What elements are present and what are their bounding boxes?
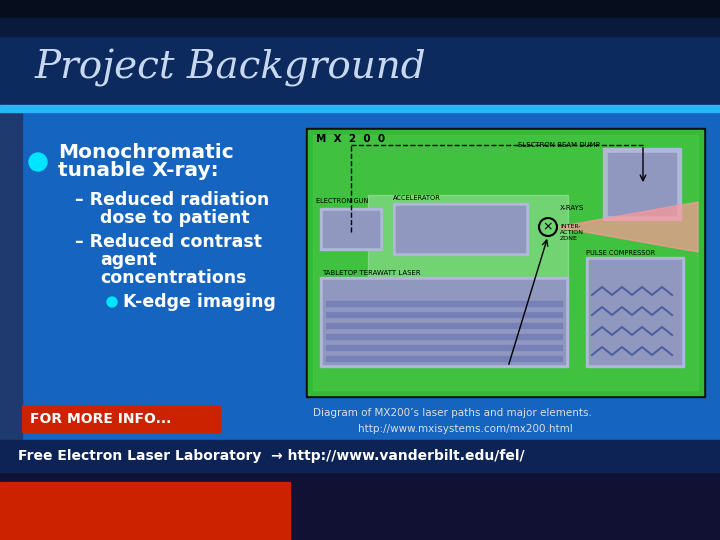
Text: Project Background: Project Background bbox=[35, 49, 427, 87]
Polygon shape bbox=[557, 202, 698, 252]
Bar bbox=[368, 195, 568, 315]
Bar bbox=[0, 18, 720, 36]
Text: tunable X-ray:: tunable X-ray: bbox=[58, 161, 219, 180]
Text: ELECTRON BEAM DUMP: ELECTRON BEAM DUMP bbox=[518, 142, 600, 148]
Text: PULSE COMPRESSOR: PULSE COMPRESSOR bbox=[586, 250, 655, 256]
Bar bbox=[393, 203, 528, 255]
Bar bbox=[603, 148, 681, 220]
Text: Diagram of MX200’s laser paths and major elements.: Diagram of MX200’s laser paths and major… bbox=[313, 408, 592, 418]
Bar bbox=[306, 128, 705, 397]
Text: agent: agent bbox=[100, 251, 157, 269]
Bar bbox=[320, 208, 382, 250]
Bar bbox=[320, 277, 568, 367]
Text: Monochromatic: Monochromatic bbox=[58, 143, 234, 161]
Text: K-edge imaging: K-edge imaging bbox=[123, 293, 276, 311]
Bar bbox=[323, 211, 379, 247]
Bar bbox=[0, 440, 720, 472]
Bar bbox=[323, 280, 565, 364]
Bar bbox=[0, 105, 720, 112]
Text: concentrations: concentrations bbox=[100, 269, 246, 287]
Bar bbox=[0, 482, 290, 540]
Circle shape bbox=[107, 297, 117, 307]
Text: Free Electron Laser Laboratory  → http://www.vanderbilt.edu/fel/: Free Electron Laser Laboratory → http://… bbox=[18, 449, 525, 463]
Text: http://www.mxisystems.com/mx200.html: http://www.mxisystems.com/mx200.html bbox=[358, 424, 572, 434]
Bar bbox=[586, 257, 684, 367]
Bar bbox=[326, 345, 562, 350]
Bar bbox=[326, 301, 562, 306]
Text: INTER-
ACTION
ZONE: INTER- ACTION ZONE bbox=[560, 225, 584, 241]
Bar bbox=[0, 472, 720, 540]
Text: M  X  2  0  0: M X 2 0 0 bbox=[316, 134, 385, 144]
Text: – Reduced contrast: – Reduced contrast bbox=[75, 233, 262, 251]
Text: ELECTRON GUN: ELECTRON GUN bbox=[316, 198, 369, 204]
Bar bbox=[313, 135, 698, 390]
Bar bbox=[326, 356, 562, 361]
Bar bbox=[22, 406, 220, 432]
Bar bbox=[0, 112, 22, 472]
Bar bbox=[608, 153, 676, 215]
Text: X-RAYS: X-RAYS bbox=[560, 205, 584, 211]
Text: dose to patient: dose to patient bbox=[100, 209, 250, 227]
Text: ×: × bbox=[543, 220, 553, 233]
Circle shape bbox=[29, 153, 47, 171]
Bar bbox=[589, 260, 681, 364]
Text: FOR MORE INFO...: FOR MORE INFO... bbox=[30, 412, 171, 426]
Text: – Reduced radiation: – Reduced radiation bbox=[75, 191, 269, 209]
Bar bbox=[326, 323, 562, 328]
Bar bbox=[308, 130, 703, 395]
Bar bbox=[396, 206, 525, 252]
Bar bbox=[0, 0, 720, 18]
Text: TABLETOP TERAWATT LASER: TABLETOP TERAWATT LASER bbox=[322, 270, 420, 276]
Bar bbox=[0, 0, 720, 110]
Bar bbox=[326, 334, 562, 339]
Text: ACCELERATOR: ACCELERATOR bbox=[393, 195, 441, 201]
Bar bbox=[326, 312, 562, 317]
